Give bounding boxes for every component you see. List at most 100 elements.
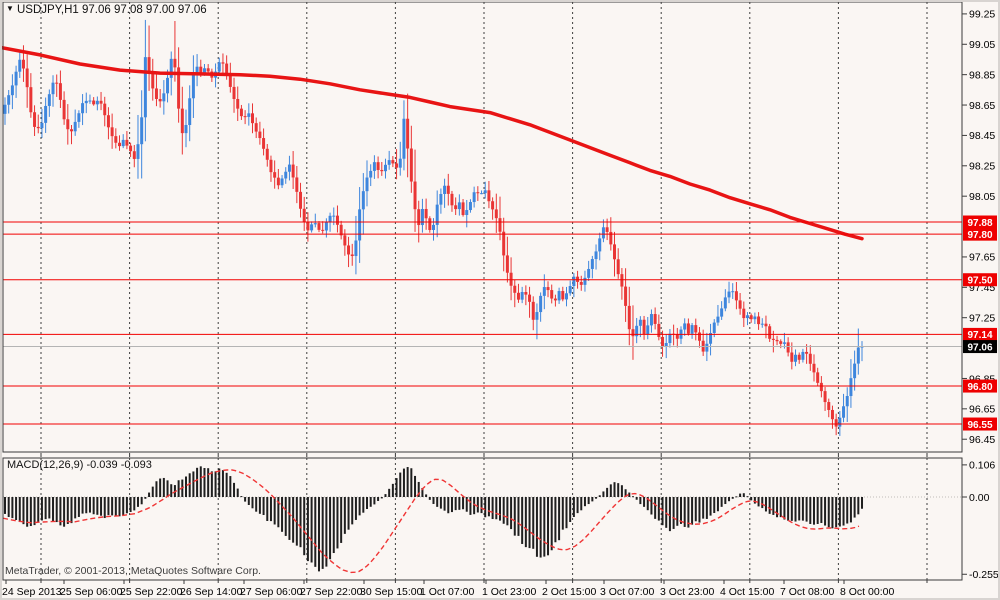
macd-bar bbox=[55, 497, 58, 523]
candle-body bbox=[830, 409, 834, 420]
macd-bar bbox=[591, 497, 594, 502]
macd-bar bbox=[739, 493, 742, 497]
macd-bar bbox=[838, 497, 841, 527]
candle-body bbox=[173, 58, 177, 68]
macd-bar bbox=[709, 497, 712, 516]
candle-body bbox=[435, 204, 439, 225]
candle-body bbox=[524, 292, 528, 295]
candle-body bbox=[742, 308, 746, 319]
time-label: 2 Oct 15:00 bbox=[542, 586, 596, 598]
macd-bar bbox=[229, 476, 232, 497]
macd-bar bbox=[306, 497, 309, 562]
main-plot-area[interactable] bbox=[3, 2, 962, 452]
macd-bar bbox=[498, 497, 501, 521]
price-marker-label: 97.50 bbox=[967, 276, 992, 287]
candle-body bbox=[528, 294, 532, 302]
macd-bar bbox=[366, 497, 369, 510]
macd-bar bbox=[436, 497, 439, 507]
macd-bar bbox=[513, 497, 516, 536]
candle-body bbox=[21, 59, 25, 69]
candle-body bbox=[236, 98, 240, 109]
candle-body bbox=[439, 193, 443, 205]
macd-bar bbox=[343, 497, 346, 534]
macd-bar bbox=[332, 497, 335, 554]
macd-bar bbox=[66, 497, 69, 524]
macd-bar bbox=[827, 497, 830, 528]
candle-body bbox=[317, 223, 321, 230]
candle-body bbox=[129, 145, 133, 152]
macd-bar bbox=[321, 497, 324, 569]
macd-tick-label: 0.00 bbox=[969, 492, 990, 504]
macd-bar bbox=[476, 497, 479, 513]
price-marker-box bbox=[963, 215, 997, 229]
candle-body bbox=[262, 138, 266, 149]
time-label: 25 Sep 06:00 bbox=[60, 586, 123, 598]
candle-body bbox=[727, 291, 731, 298]
macd-bar bbox=[177, 480, 180, 497]
candle-body bbox=[250, 113, 254, 124]
macd-bar bbox=[480, 497, 483, 514]
candle-body bbox=[343, 235, 347, 246]
candle-body bbox=[73, 121, 77, 132]
candle-body bbox=[709, 333, 713, 344]
macd-bar bbox=[292, 497, 295, 543]
macd-bar bbox=[310, 497, 313, 563]
macd-bar bbox=[606, 487, 609, 497]
macd-bar bbox=[820, 497, 823, 523]
candle-body bbox=[768, 326, 772, 339]
macd-bar bbox=[698, 497, 701, 523]
candle-body bbox=[284, 171, 288, 179]
macd-bar bbox=[779, 497, 782, 518]
candle-body bbox=[675, 334, 679, 339]
candle-body bbox=[55, 82, 59, 84]
macd-bar bbox=[849, 497, 852, 523]
candle-body bbox=[180, 108, 184, 134]
macd-bar bbox=[805, 497, 808, 522]
candle-body bbox=[494, 209, 498, 219]
macd-bar bbox=[687, 497, 690, 528]
macd-bar bbox=[643, 497, 646, 507]
candle-body bbox=[191, 74, 195, 99]
macd-bar bbox=[746, 496, 749, 498]
macd-bar bbox=[269, 497, 272, 522]
candle-body bbox=[561, 291, 565, 300]
macd-bar bbox=[550, 497, 553, 551]
macd-bar bbox=[761, 497, 764, 509]
macd-bar bbox=[680, 497, 683, 524]
candle-body bbox=[420, 208, 424, 226]
candle-body bbox=[103, 103, 107, 116]
candle-body bbox=[147, 57, 151, 73]
candle-body bbox=[461, 202, 465, 216]
candle-body bbox=[457, 202, 461, 210]
price-tick-label: 99.25 bbox=[969, 9, 995, 21]
macd-bar bbox=[247, 497, 250, 505]
macd-bar bbox=[207, 468, 210, 497]
macd-bar bbox=[624, 489, 627, 497]
candle-body bbox=[845, 396, 849, 407]
macd-bar bbox=[506, 497, 509, 526]
macd-bar bbox=[628, 492, 631, 497]
candle-body bbox=[664, 343, 668, 347]
candle-body bbox=[683, 323, 687, 330]
time-label: 1 Oct 23:00 bbox=[482, 586, 536, 598]
price-axis[interactable]: 99.25 99.05 98.85 98.65 98.45 98.25 98.05 97.65… bbox=[962, 9, 997, 446]
macd-bar bbox=[122, 497, 125, 516]
macd-bar bbox=[251, 497, 254, 509]
candle-body bbox=[779, 341, 783, 344]
macd-bar bbox=[347, 497, 350, 530]
candle-body bbox=[487, 190, 491, 202]
candle-body bbox=[745, 315, 749, 319]
macd-bar bbox=[151, 486, 154, 497]
macd-axis[interactable]: 0.106 0.00 -0.255 bbox=[962, 460, 999, 581]
candle-body bbox=[513, 285, 517, 293]
candle-body bbox=[358, 209, 362, 241]
macd-bar bbox=[388, 488, 391, 497]
macd-bar bbox=[861, 497, 864, 509]
candle-body bbox=[380, 169, 384, 172]
macd-histogram-layer bbox=[4, 466, 864, 572]
candle-body bbox=[694, 325, 698, 333]
candle-body bbox=[771, 338, 775, 340]
macd-bar bbox=[812, 497, 815, 525]
